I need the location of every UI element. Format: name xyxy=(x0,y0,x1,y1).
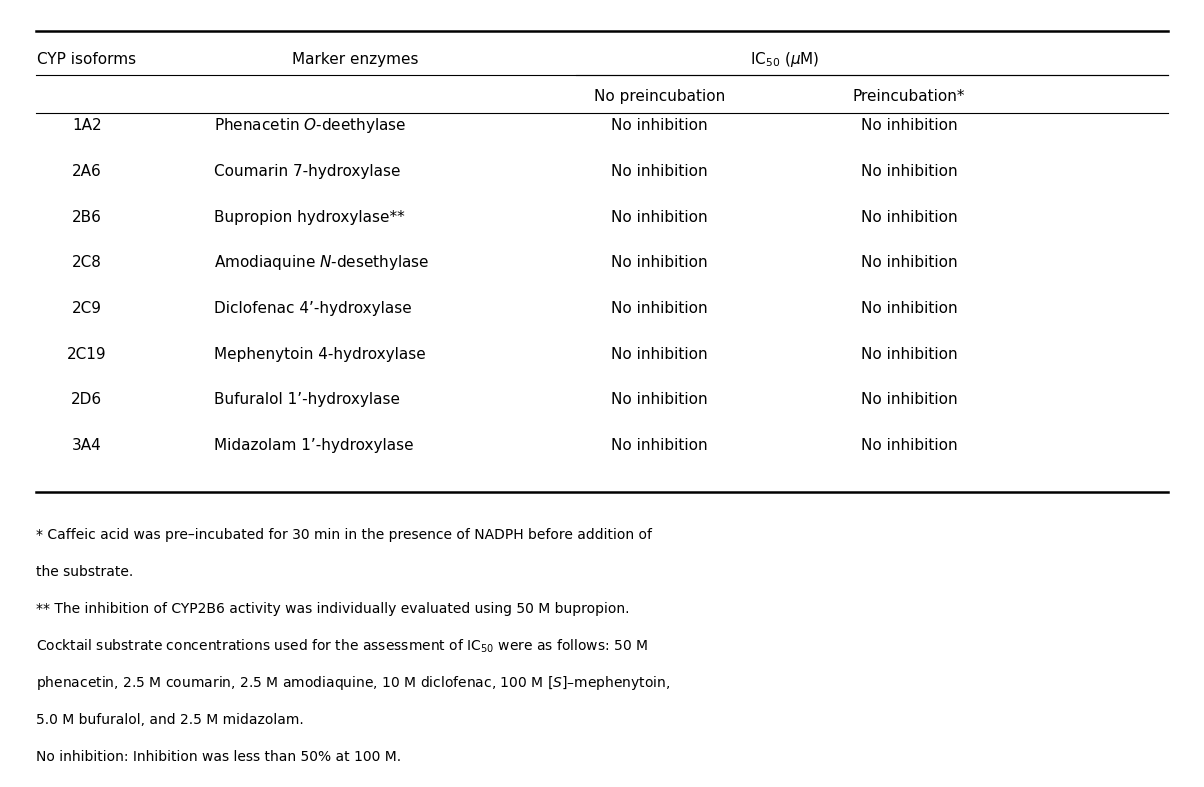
Text: Preincubation*: Preincubation* xyxy=(852,88,966,104)
Text: 5.0 M bufuralol, and 2.5 M midazolam.: 5.0 M bufuralol, and 2.5 M midazolam. xyxy=(36,713,303,727)
Text: 2C8: 2C8 xyxy=(72,255,101,271)
Text: No inhibition: No inhibition xyxy=(612,164,708,179)
Text: No inhibition: No inhibition xyxy=(861,118,957,134)
Text: 2B6: 2B6 xyxy=(72,209,101,225)
Text: 2C19: 2C19 xyxy=(67,346,106,362)
Text: Midazolam 1’-hydroxylase: Midazolam 1’-hydroxylase xyxy=(214,438,414,453)
Text: the substrate.: the substrate. xyxy=(36,565,134,579)
Text: No inhibition: No inhibition xyxy=(861,209,957,225)
Text: 2D6: 2D6 xyxy=(71,392,102,408)
Text: Bupropion hydroxylase**: Bupropion hydroxylase** xyxy=(214,209,405,225)
Text: Bufuralol 1’-hydroxylase: Bufuralol 1’-hydroxylase xyxy=(214,392,400,408)
Text: No inhibition: No inhibition xyxy=(861,438,957,453)
Text: Mephenytoin 4-hydroxylase: Mephenytoin 4-hydroxylase xyxy=(214,346,426,362)
Text: No preincubation: No preincubation xyxy=(594,88,726,104)
Text: No inhibition: No inhibition xyxy=(861,164,957,179)
Text: Marker enzymes: Marker enzymes xyxy=(291,52,419,68)
Text: No inhibition: No inhibition xyxy=(612,301,708,316)
Text: No inhibition: No inhibition xyxy=(612,346,708,362)
Text: No inhibition: No inhibition xyxy=(612,438,708,453)
Text: 3A4: 3A4 xyxy=(72,438,101,453)
Text: Coumarin 7-hydroxylase: Coumarin 7-hydroxylase xyxy=(214,164,401,179)
Text: Amodiaquine $\mathit{N}$-desethylase: Amodiaquine $\mathit{N}$-desethylase xyxy=(214,253,430,272)
Text: No inhibition: No inhibition xyxy=(612,118,708,134)
Text: No inhibition: No inhibition xyxy=(612,255,708,271)
Text: IC$_{50}$ ($\mu$M): IC$_{50}$ ($\mu$M) xyxy=(750,50,819,69)
Text: ** The inhibition of CYP2B6 activity was individually evaluated using 50 M bupro: ** The inhibition of CYP2B6 activity was… xyxy=(36,602,630,616)
Text: No inhibition: No inhibition xyxy=(861,346,957,362)
Text: No inhibition: No inhibition xyxy=(861,255,957,271)
Text: Diclofenac 4’-hydroxylase: Diclofenac 4’-hydroxylase xyxy=(214,301,412,316)
Text: 1A2: 1A2 xyxy=(72,118,101,134)
Text: 2C9: 2C9 xyxy=(72,301,101,316)
Text: * Caffeic acid was pre–incubated for 30 min in the presence of NADPH before addi: * Caffeic acid was pre–incubated for 30 … xyxy=(36,528,653,542)
Text: No inhibition: No inhibition xyxy=(861,392,957,408)
Text: No inhibition: Inhibition was less than 50% at 100 M.: No inhibition: Inhibition was less than … xyxy=(36,750,401,764)
Text: Phenacetin $\mathit{O}$-deethylase: Phenacetin $\mathit{O}$-deethylase xyxy=(214,116,407,135)
Text: Cocktail substrate concentrations used for the assessment of IC$_{50}$ were as f: Cocktail substrate concentrations used f… xyxy=(36,637,649,655)
Text: 2A6: 2A6 xyxy=(72,164,101,179)
Text: No inhibition: No inhibition xyxy=(612,209,708,225)
Text: CYP isoforms: CYP isoforms xyxy=(37,52,136,68)
Text: No inhibition: No inhibition xyxy=(612,392,708,408)
Text: No inhibition: No inhibition xyxy=(861,301,957,316)
Text: phenacetin, 2.5 M coumarin, 2.5 M amodiaquine, 10 M diclofenac, 100 M [$\mathit{: phenacetin, 2.5 M coumarin, 2.5 M amodia… xyxy=(36,674,671,692)
